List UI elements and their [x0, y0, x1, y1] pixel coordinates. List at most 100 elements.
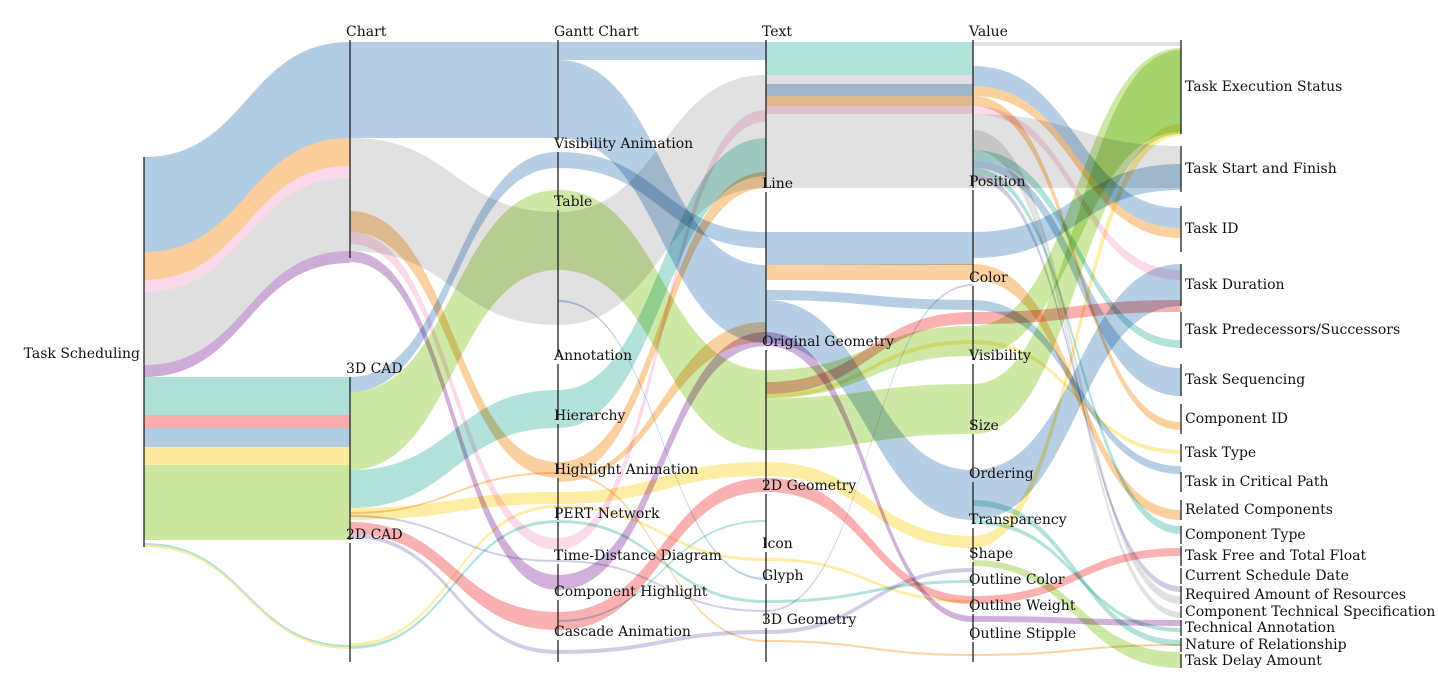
flow-band [766, 264, 973, 280]
flow-band [350, 505, 558, 646]
flow-band [766, 478, 973, 604]
flow-band [766, 290, 973, 310]
flow-band [558, 75, 766, 325]
flow-band [973, 168, 1181, 534]
flow-band [144, 377, 350, 415]
flow-band [766, 384, 973, 450]
flow-band [973, 160, 1181, 396]
level5-node-label: Task Predecessors/Successors [1185, 322, 1400, 338]
level3-node-label: Icon [762, 536, 793, 552]
level4-node-label: Outline Weight [969, 598, 1076, 614]
level2-node-label: Highlight Animation [554, 462, 698, 478]
labels: Task Scheduling Chart 3D CAD 2D CAD Gantt Ch… [24, 24, 1436, 669]
level3-node-label: Glyph [762, 568, 804, 584]
flow-band [766, 340, 973, 398]
flow-band [558, 300, 766, 580]
flow-band [973, 174, 1181, 592]
flow-band [144, 166, 350, 292]
flow-band [766, 580, 973, 603]
level5-node-label: Task in Critical Path [1185, 474, 1329, 490]
flow-band [350, 520, 558, 649]
flow-band [558, 332, 766, 590]
flow-band [350, 232, 558, 550]
level5-node-label: Current Schedule Date [1185, 568, 1349, 584]
level2-node-label: Cascade Animation [554, 624, 691, 640]
level5-node-label: Task ID [1185, 221, 1238, 237]
flow-band [766, 284, 973, 612]
level5-node-label: Task Sequencing [1185, 372, 1305, 388]
flow-band [144, 428, 350, 447]
flow-band [558, 505, 766, 561]
level4-node-label: Transparency [969, 512, 1067, 528]
level4-node-label: Value [968, 24, 1008, 40]
level2-node-label: Table [554, 194, 592, 210]
level1-node-label: 2D CAD [346, 527, 403, 543]
flow-band [973, 300, 1181, 324]
flow-band [144, 42, 350, 252]
level5-node-label: Task Type [1185, 445, 1256, 461]
flow-band [766, 332, 973, 622]
level3-node-label: Line [762, 176, 793, 192]
root-node-label: Task Scheduling [24, 346, 140, 362]
level5-node-label: Task Start and Finish [1185, 161, 1337, 177]
flow-band [558, 630, 766, 654]
flow-band [973, 560, 1181, 668]
level4-node-label: Color [969, 270, 1008, 286]
flow-band [558, 560, 766, 612]
flow-band [766, 106, 973, 114]
level5-node-label: Technical Annotation [1185, 620, 1335, 636]
flow-band [766, 558, 973, 603]
flow-band [766, 42, 973, 75]
flow-band [350, 492, 558, 520]
flow-band [973, 124, 1181, 548]
level4-node-label: Shape [969, 546, 1013, 562]
level5-node-label: Nature of Relationship [1185, 637, 1347, 653]
level3-node-label: 2D Geometry [762, 478, 856, 494]
flow-band [766, 96, 973, 106]
flow-band [350, 390, 558, 508]
flow-band [350, 251, 558, 590]
level4-node-label: Position [969, 174, 1026, 190]
flow-band [558, 472, 766, 642]
flow-band [973, 340, 1181, 454]
level4-node-label: Ordering [969, 466, 1034, 482]
level3-node-label: 3D Geometry [762, 612, 856, 628]
flow-band [350, 472, 558, 514]
level3-node-label: Original Geometry [762, 334, 894, 350]
level5-node-label: Task Free and Total Float [1185, 548, 1366, 564]
flow-band [144, 543, 350, 647]
level5-node-label: Component Type [1185, 527, 1306, 543]
flow-band [350, 190, 558, 470]
flow-band [144, 447, 350, 465]
flow-band [350, 515, 558, 562]
level2-node-label: Hierarchy [554, 408, 626, 424]
level1-node-label: Chart [346, 24, 387, 40]
flow-band [144, 138, 350, 280]
axes [143, 40, 1182, 668]
flow-band [350, 166, 558, 252]
flow-band [973, 42, 1181, 46]
flow-band [973, 520, 1181, 632]
flow-band [558, 110, 766, 550]
flow-band [350, 534, 558, 654]
flow-band [350, 42, 558, 138]
flow-band [350, 152, 558, 392]
flow-band [144, 465, 350, 540]
flow-band [144, 178, 350, 365]
flow-band [558, 478, 766, 630]
flow-band [558, 520, 766, 603]
flow-band [766, 568, 973, 634]
flow-band [558, 322, 766, 482]
level2-node-label: Time-Distance Diagram [554, 548, 722, 564]
level4-node-label: Outline Stipple [969, 626, 1076, 642]
level5-node-label: Component Technical Specification [1185, 604, 1435, 620]
level5-node-label: Task Execution Status [1185, 79, 1342, 95]
level5-node-label: Related Components [1185, 502, 1333, 518]
level2-node-label: Visibility Animation [553, 136, 693, 152]
level2-node-label: Annotation [553, 348, 632, 364]
flow-band [558, 138, 766, 428]
flow-band [144, 545, 350, 649]
level1-node-label: 3D CAD [346, 361, 403, 377]
level2-node-label: Gantt Chart [554, 24, 639, 40]
